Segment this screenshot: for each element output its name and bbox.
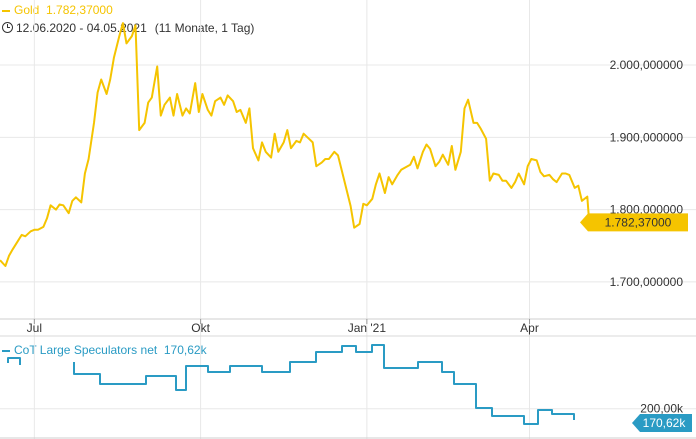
cot-swatch-icon — [2, 349, 10, 352]
date-range: 12.06.2020 - 04.05.2021 — [16, 21, 147, 35]
legend-gold-value: 1.782,37000 — [46, 3, 113, 17]
duration: (11 Monate, 1 Tag) — [154, 21, 255, 35]
last-value-label-cot: 170,62k — [643, 416, 687, 430]
gold-swatch-icon — [2, 9, 10, 12]
ytick-label-3: 2.000,000000 — [610, 58, 684, 72]
last-value-badge-gold — [580, 213, 688, 232]
xtick-label-0: Jul — [27, 321, 42, 335]
xtick-label-1: Okt — [191, 321, 210, 335]
ytick-label-1: 1.800,000000 — [610, 203, 684, 217]
last-value-label-gold: 1.782,37000 — [605, 215, 672, 229]
legend-gold: Gold 1.782,37000 — [2, 3, 113, 17]
legend-range: 12.06.2020 - 04.05.2021 (11 Monate, 1 Tag… — [2, 21, 254, 35]
xtick-label-3: Apr — [520, 321, 539, 335]
series-line-cot — [7, 344, 575, 425]
legend-cot-value: 170,62k — [163, 343, 207, 357]
legend-cot-label: CoT Large Speculators net — [14, 343, 158, 357]
lower-ytick-label-0: 200,00k — [640, 402, 684, 416]
legend-cot: CoT Large Speculators net 170,62k — [2, 343, 207, 357]
legend-gold-label: Gold — [14, 3, 40, 17]
last-value-badge-cot — [632, 414, 692, 432]
clock-icon — [2, 22, 13, 33]
ytick-label-0: 1.700,000000 — [610, 275, 684, 289]
series-line-gold — [0, 22, 591, 267]
xtick-label-2: Jan '21 — [348, 321, 387, 335]
ytick-label-2: 1.900,000000 — [610, 130, 684, 144]
